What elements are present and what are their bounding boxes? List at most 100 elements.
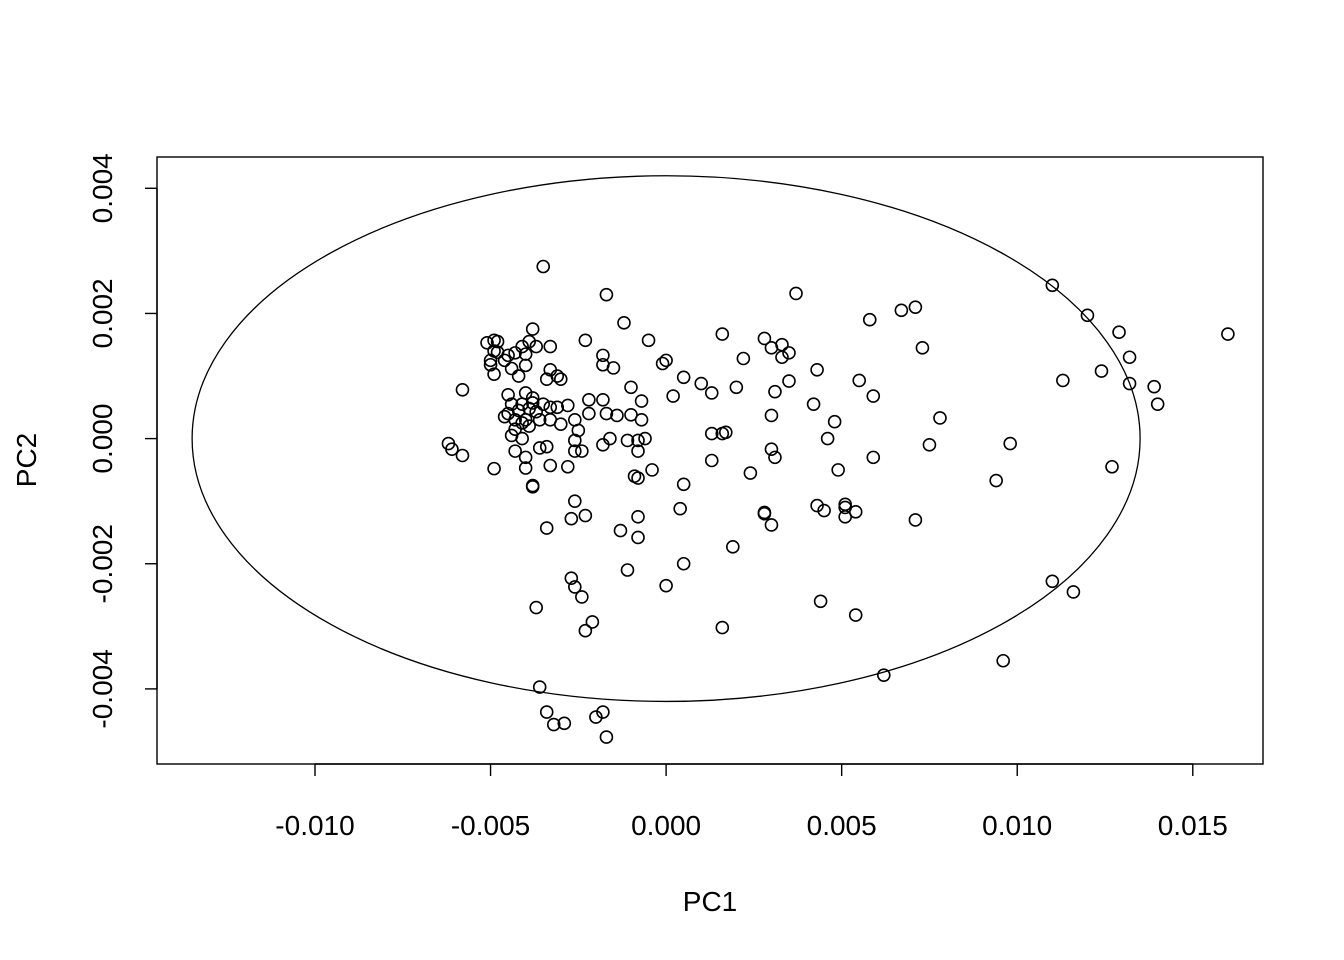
- data-point: [546, 717, 561, 732]
- data-point: [518, 450, 533, 465]
- data-point: [641, 333, 656, 348]
- data-point: [704, 386, 719, 400]
- data-point: [568, 580, 582, 594]
- data-point: [536, 259, 551, 274]
- data-point: [694, 376, 709, 391]
- data-point: [743, 466, 758, 480]
- data-point: [455, 382, 470, 397]
- data-point: [529, 404, 544, 419]
- data-point: [810, 362, 824, 377]
- y-tick-label: 0.002: [87, 278, 118, 348]
- data-point: [560, 459, 575, 474]
- y-tick-label: -0.004: [87, 649, 118, 728]
- data-point: [827, 414, 842, 429]
- data-point: [620, 433, 635, 448]
- data-point: [634, 394, 649, 408]
- data-point: [560, 398, 575, 413]
- data-point: [782, 374, 796, 388]
- data-point: [582, 406, 596, 421]
- data-point: [1045, 278, 1060, 293]
- data-point: [620, 563, 635, 577]
- data-point: [564, 571, 579, 585]
- data-point: [729, 380, 744, 395]
- x-tick-label: 0.005: [807, 810, 877, 841]
- data-point: [564, 511, 579, 526]
- data-point: [596, 705, 610, 719]
- data-point: [518, 461, 533, 475]
- data-point: [603, 431, 617, 446]
- data-point: [1066, 585, 1081, 599]
- data-point: [504, 361, 519, 376]
- data-point: [757, 331, 772, 346]
- data-point: [508, 346, 522, 360]
- data-point: [599, 287, 614, 302]
- data-point: [550, 369, 565, 383]
- x-tick-label: -0.005: [451, 810, 530, 841]
- data-point: [676, 556, 691, 571]
- data-point: [518, 358, 533, 373]
- data-point: [852, 373, 867, 388]
- data-point: [624, 380, 638, 395]
- data-point: [568, 444, 582, 458]
- data-point: [480, 336, 494, 350]
- data-point: [575, 444, 589, 458]
- data-point: [497, 353, 512, 368]
- data-point: [525, 479, 540, 494]
- data-point: [810, 498, 824, 513]
- data-point: [813, 594, 828, 609]
- data-point: [704, 453, 719, 468]
- data-point: [726, 540, 740, 554]
- data-point: [515, 431, 529, 446]
- data-point: [757, 506, 772, 521]
- data-point: [1147, 379, 1161, 394]
- data-point: [634, 413, 649, 427]
- data-point: [522, 334, 536, 349]
- data-point: [1045, 574, 1060, 589]
- data-point: [1094, 364, 1109, 378]
- data-point: [539, 705, 554, 719]
- data-point: [578, 623, 593, 638]
- data-point: [589, 710, 603, 724]
- data-point: [483, 353, 498, 368]
- data-point: [490, 334, 505, 349]
- data-point: [596, 348, 610, 363]
- confidence-ellipse-layer: [191, 175, 1141, 703]
- data-point: [676, 477, 691, 492]
- y-tick-label: 0.000: [87, 404, 118, 474]
- data-point: [617, 316, 631, 330]
- data-point: [659, 578, 673, 593]
- data-point: [817, 503, 831, 518]
- y-axis: -0.004 -0.002 0.000 0.002 0.004: [87, 153, 158, 729]
- data-point: [673, 501, 687, 516]
- data-point: [631, 471, 645, 485]
- data-point: [501, 387, 515, 402]
- data-point: [539, 521, 554, 535]
- x-tick-label: 0.015: [1158, 810, 1228, 841]
- data-point: [715, 327, 730, 341]
- data-point: [487, 461, 501, 476]
- data-point: [610, 408, 624, 423]
- data-point: [989, 473, 1003, 488]
- data-point: [631, 530, 645, 545]
- data-point: [806, 397, 821, 411]
- data-point: [578, 508, 593, 523]
- plot-frame: [156, 156, 1264, 765]
- data-point: [487, 367, 501, 381]
- data-point: [532, 441, 547, 455]
- data-point: [768, 384, 782, 399]
- data-point: [613, 523, 628, 538]
- data-point: [575, 590, 589, 604]
- data-point: [764, 442, 779, 457]
- x-tick-label: 0.000: [631, 810, 701, 841]
- data-point: [557, 716, 572, 731]
- data-point: [631, 444, 645, 458]
- data-point: [543, 458, 558, 473]
- data-point: [908, 300, 923, 314]
- data-point: [715, 620, 730, 635]
- data-point: [568, 494, 582, 508]
- data-point: [543, 400, 558, 415]
- data-point: [1122, 350, 1137, 365]
- data-point: [908, 513, 923, 527]
- data-point: [638, 431, 652, 446]
